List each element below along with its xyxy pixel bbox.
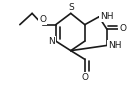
Text: O: O	[119, 24, 126, 33]
Text: NH: NH	[100, 12, 113, 21]
Text: N: N	[48, 37, 55, 46]
Text: O: O	[39, 15, 46, 24]
Text: S: S	[68, 3, 74, 12]
Text: NH: NH	[108, 41, 121, 50]
Text: O: O	[81, 73, 88, 82]
